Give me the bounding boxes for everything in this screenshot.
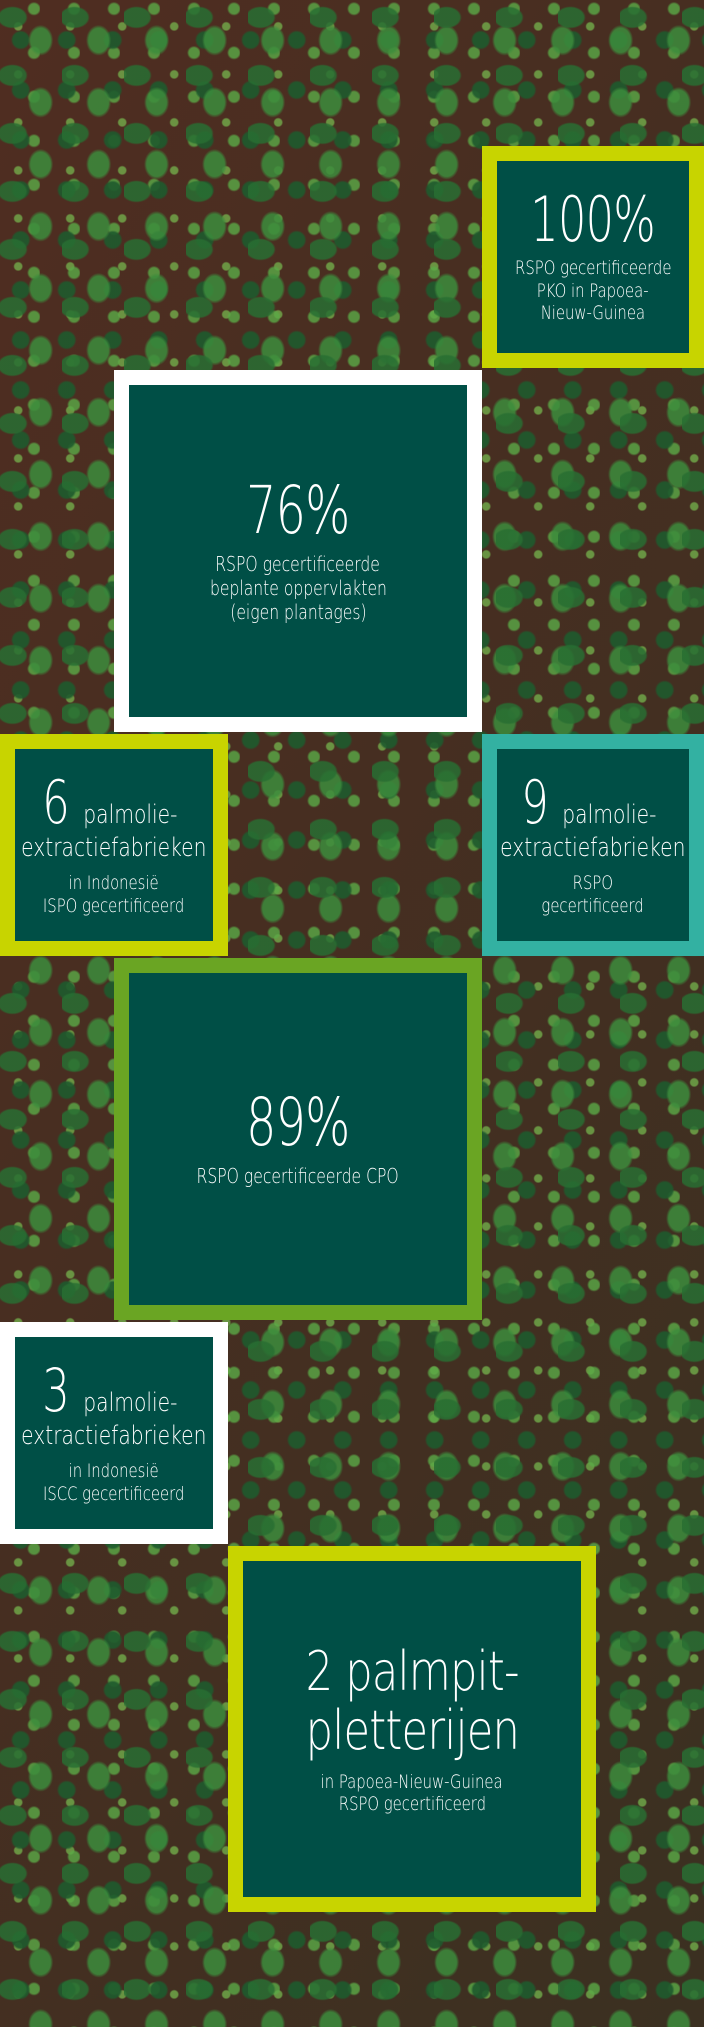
stat-number: 89%	[246, 1084, 350, 1161]
stat-label-line: gecertificeerd	[541, 894, 645, 917]
stat-number: 76%	[246, 472, 350, 549]
stat-label-line: (eigen plantages)	[229, 600, 367, 624]
stat-tile-rspo-mills: 9 palmolie- extractiefabrieken RSPO gece…	[482, 734, 704, 956]
stat-tile-ispo-mills: 6 palmolie- extractiefabrieken in Indone…	[0, 734, 228, 956]
stat-label-line: RSPO gecertificeerde	[215, 552, 381, 576]
stat-tile-pko: 100% RSPO gecertificeerde PKO in Papoea-…	[482, 146, 704, 368]
stat-number: 3	[42, 1355, 70, 1426]
stat-subtitle: extractiefabrieken	[21, 1420, 207, 1451]
stat-label-line: RSPO gecertificeerde CPO	[196, 1164, 400, 1188]
stat-label-line: in Papoea-Nieuw-Guinea	[321, 1770, 503, 1793]
stat-tile-kernel-crushers: 2 palmpit- pletterijen in Papoea-Nieuw-G…	[228, 1546, 596, 1912]
stat-number: 6	[42, 767, 70, 838]
stat-label-line: RSPO gecertificeerde	[514, 256, 672, 279]
stat-label-line: PKO in Papoea-	[537, 279, 649, 302]
stat-label-line: ISCC gecertificeerd	[43, 1482, 185, 1505]
stat-tile-iscc-mills: 3 palmolie- extractiefabrieken in Indone…	[0, 1322, 228, 1544]
stat-title-line: 2 palmpit-	[305, 1639, 519, 1703]
stat-label-line: Nieuw-Guinea	[540, 302, 646, 325]
stat-tile-planted-area: 76% RSPO gecertificeerde beplante opperv…	[114, 370, 482, 732]
stat-label-line: in Indonesië	[69, 871, 159, 894]
stat-label-line: RSPO gecertificeerd	[338, 1793, 486, 1816]
stat-subtitle: extractiefabrieken	[500, 832, 686, 863]
stat-label-line: RSPO	[572, 871, 614, 894]
stat-suffix: palmolie-	[83, 799, 178, 830]
stat-label-line: ISPO gecertificeerd	[43, 894, 185, 917]
stat-title-line: pletterijen	[305, 1699, 519, 1763]
stat-suffix: palmolie-	[83, 1387, 178, 1418]
stat-label-line: beplante oppervlakten	[209, 576, 387, 600]
stat-label-line: in Indonesië	[69, 1459, 159, 1482]
stat-suffix: palmolie-	[562, 799, 657, 830]
stat-number: 100%	[530, 182, 656, 256]
stat-subtitle: extractiefabrieken	[21, 832, 207, 863]
stat-tile-cpo: 89% RSPO gecertificeerde CPO	[114, 958, 482, 1320]
stat-number: 9	[521, 767, 549, 838]
